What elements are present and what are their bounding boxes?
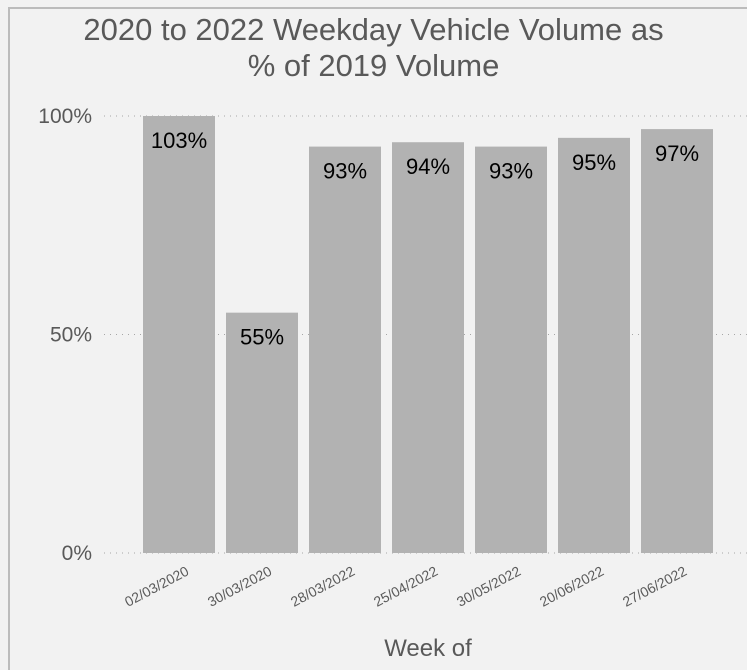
data-label: 95% bbox=[572, 150, 616, 175]
chart-title: 2020 to 2022 Weekday Vehicle Volume as %… bbox=[0, 12, 747, 84]
data-label: 94% bbox=[406, 154, 450, 179]
bar bbox=[558, 137, 630, 553]
bar bbox=[392, 142, 464, 553]
x-tick-label: 02/03/2020 bbox=[122, 563, 192, 610]
bar bbox=[309, 146, 381, 553]
bar bbox=[475, 146, 547, 553]
data-label: 93% bbox=[323, 159, 367, 184]
chart-title-line-2: % of 2019 Volume bbox=[247, 48, 500, 83]
x-axis-title: Week of bbox=[384, 635, 472, 662]
x-tick-label: 30/05/2022 bbox=[454, 563, 524, 610]
x-tick-label: 30/03/2020 bbox=[205, 563, 275, 610]
data-label: 103% bbox=[151, 128, 207, 153]
bar bbox=[143, 116, 215, 553]
y-tick-label: 0% bbox=[62, 542, 92, 565]
x-tick-label: 28/03/2022 bbox=[288, 563, 358, 610]
data-label: 97% bbox=[655, 141, 699, 166]
x-tick-label: 27/06/2022 bbox=[620, 563, 690, 610]
chart-title-line-1: 2020 to 2022 Weekday Vehicle Volume as bbox=[83, 12, 664, 47]
y-tick-label: 50% bbox=[50, 324, 92, 347]
data-label: 93% bbox=[489, 159, 533, 184]
x-tick-label: 20/06/2022 bbox=[537, 563, 607, 610]
x-tick-label: 25/04/2022 bbox=[371, 563, 441, 610]
y-tick-label: 100% bbox=[38, 105, 92, 128]
bar bbox=[641, 129, 713, 554]
data-label: 55% bbox=[240, 325, 284, 350]
bar bbox=[226, 312, 298, 553]
